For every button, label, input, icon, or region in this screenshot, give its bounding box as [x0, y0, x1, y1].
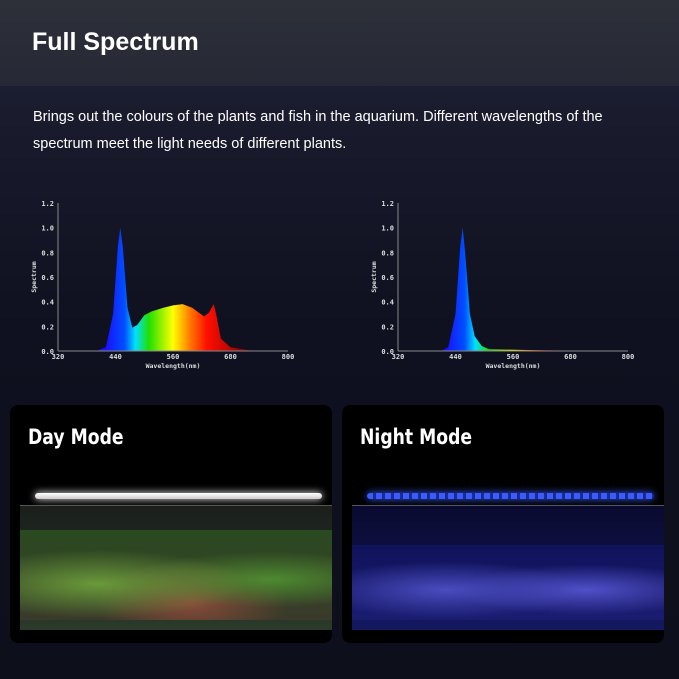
spectrum-chart-day: 0.0 0.2 0.4 0.6 0.8 1.0 1.2 320 440 560 680 800 Wave…	[30, 200, 295, 370]
y-tick-label: 1.2	[381, 200, 394, 208]
y-axis-label: Spectrum	[30, 261, 38, 292]
spectrum-area	[441, 227, 628, 351]
page-title: Full Spectrum	[32, 28, 199, 56]
spectrum-chart-night: 0.0 0.2 0.4 0.6 0.8 1.0 1.2 320 440 560 680 800 Wave…	[370, 200, 635, 370]
x-tick-label: 560	[507, 353, 520, 361]
x-tick-label: 800	[622, 353, 635, 361]
header: Full Spectrum	[0, 0, 679, 86]
lamp-blue	[367, 493, 654, 499]
night-mode-photo: Night Mode	[342, 405, 664, 643]
x-tick-label: 320	[52, 353, 65, 361]
y-tick-label: 0.8	[381, 249, 394, 257]
x-tick-label: 680	[564, 353, 577, 361]
y-tick-label: 0.6	[41, 274, 54, 282]
x-axis-label: Wavelength(nm)	[486, 362, 541, 370]
y-tick-label: 0.8	[41, 249, 54, 257]
y-tick-label: 0.4	[41, 299, 54, 307]
plants	[20, 530, 332, 620]
y-tick-label: 0.4	[381, 299, 394, 307]
x-tick-label: 440	[109, 353, 122, 361]
x-tick-label: 320	[392, 353, 405, 361]
x-tick-label: 440	[449, 353, 462, 361]
y-axis-label: Spectrum	[370, 261, 378, 292]
y-tick-label: 0.2	[41, 323, 54, 331]
y-tick-label: 0.0	[381, 348, 394, 356]
x-tick-label: 680	[224, 353, 237, 361]
y-tick-label: 1.0	[381, 225, 394, 233]
day-mode-photo: Day Mode	[10, 405, 332, 643]
y-tick-label: 0.6	[381, 274, 394, 282]
y-tick-label: 0.2	[381, 323, 394, 331]
night-mode-label: Night Mode	[360, 425, 473, 449]
y-tick-label: 0.0	[41, 348, 54, 356]
lamp-white	[35, 493, 322, 499]
y-tick-label: 1.2	[41, 200, 54, 208]
x-tick-label: 800	[282, 353, 295, 361]
x-tick-label: 560	[167, 353, 180, 361]
y-tick-label: 1.0	[41, 225, 54, 233]
x-axis-label: Wavelength(nm)	[146, 362, 201, 370]
day-mode-label: Day Mode	[28, 425, 124, 449]
description: Brings out the colours of the plants and…	[33, 109, 603, 152]
spectrum-area	[96, 227, 288, 351]
rocks	[352, 545, 664, 620]
